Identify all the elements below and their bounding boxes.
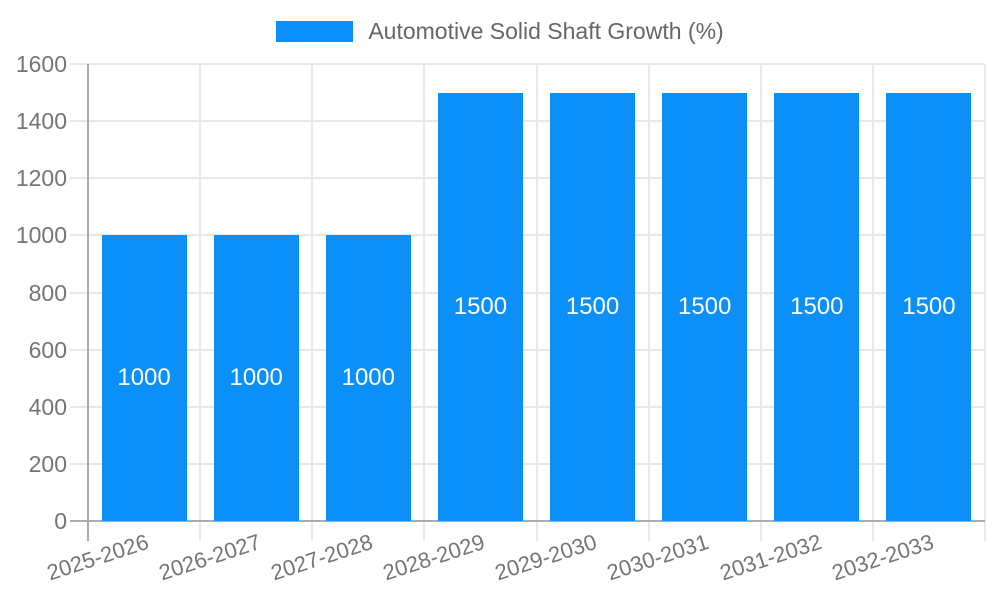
legend-label: Automotive Solid Shaft Growth (%) [368, 18, 724, 44]
bar[interactable]: 1500 [774, 92, 860, 521]
x-gridline [647, 64, 650, 541]
x-gridline [759, 64, 762, 541]
x-axis-tick-label: 2030-2031 [604, 529, 713, 586]
bar-value-label: 1000 [117, 364, 171, 392]
x-gridline [871, 64, 874, 541]
y-axis-tick-label: 0 [54, 508, 67, 534]
y-gridline [70, 291, 985, 294]
bar-value-label: 1000 [341, 364, 395, 392]
y-gridline [70, 348, 985, 351]
y-axis-tick-label: 1600 [15, 51, 67, 77]
y-gridline [70, 177, 985, 180]
y-axis-tick-label: 600 [28, 336, 67, 363]
bar[interactable]: 1500 [437, 92, 523, 521]
x-axis-tick-label: 2025-2026 [43, 529, 152, 586]
x-axis-tick-label: 2027-2028 [267, 529, 376, 586]
y-axis-tick-label: 400 [28, 393, 67, 420]
bar-value-label: 1500 [453, 292, 508, 320]
bar[interactable]: 1000 [101, 235, 187, 521]
chart-legend[interactable]: Automotive Solid Shaft Growth (%) [0, 18, 1000, 44]
y-gridline [70, 63, 985, 65]
y-axis-tick-label: 200 [28, 450, 67, 477]
y-axis-line [87, 64, 89, 541]
bar[interactable]: 1000 [325, 235, 411, 521]
bar-value-label: 1500 [677, 292, 732, 320]
x-gridline [423, 64, 426, 541]
x-axis-tick-label: 2029-2030 [492, 529, 600, 586]
y-gridline [70, 234, 985, 237]
bar-value-label: 1500 [565, 292, 620, 320]
x-gridline [199, 64, 202, 541]
bar-value-label: 1000 [229, 364, 283, 392]
bar[interactable]: 1500 [662, 92, 748, 521]
x-axis-line [70, 520, 985, 522]
x-gridline [984, 64, 986, 541]
x-axis-tick-label: 2032-2033 [828, 529, 937, 586]
y-gridline [70, 405, 985, 408]
y-gridline [70, 462, 985, 465]
y-axis-tick-label: 1200 [15, 165, 67, 192]
bar[interactable]: 1000 [213, 235, 299, 521]
x-axis-tick-label: 2026-2027 [155, 529, 264, 586]
y-axis-tick-label: 800 [28, 279, 67, 306]
y-gridline [70, 120, 985, 123]
y-axis-tick-label: 1000 [15, 222, 67, 249]
x-gridline [535, 64, 538, 541]
bar-value-label: 1500 [902, 292, 956, 320]
x-gridline [311, 64, 314, 541]
x-axis-tick-label: 2031-2032 [716, 529, 825, 586]
x-axis-tick-label: 2028-2029 [380, 529, 488, 586]
bar[interactable]: 1500 [886, 92, 972, 521]
legend-swatch [276, 20, 354, 42]
bar[interactable]: 1500 [550, 92, 636, 521]
bar-value-label: 1500 [790, 292, 844, 320]
y-axis-tick-label: 1400 [15, 108, 67, 135]
